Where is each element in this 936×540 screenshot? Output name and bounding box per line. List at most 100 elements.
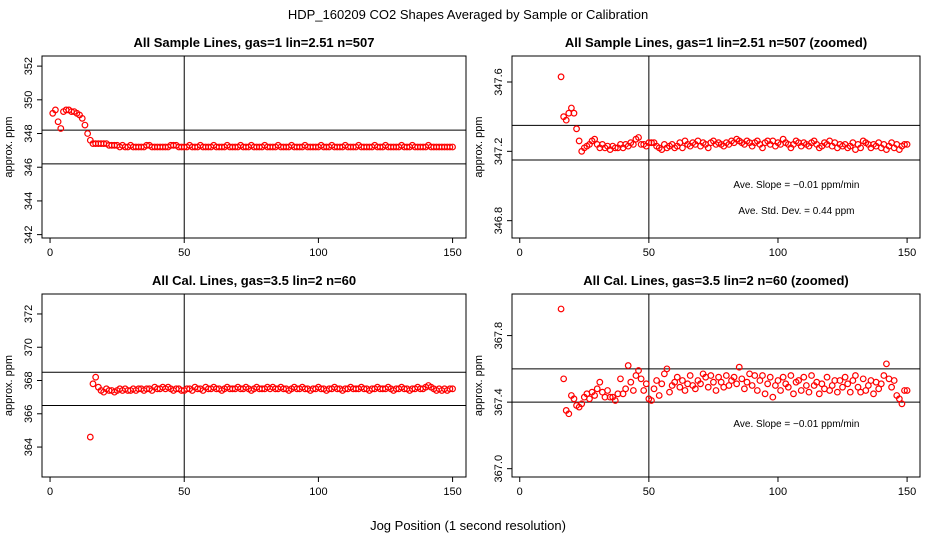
- data-point: [586, 395, 593, 403]
- data-point: [624, 362, 632, 369]
- data-point: [629, 387, 637, 394]
- data-point: [578, 400, 586, 408]
- data-point: [446, 385, 454, 393]
- data-point: [84, 130, 92, 137]
- data-point: [883, 360, 890, 368]
- data-point: [707, 372, 715, 379]
- data-point: [797, 387, 805, 394]
- data-point: [562, 116, 570, 124]
- data-point: [593, 385, 601, 393]
- data-point: [697, 380, 704, 388]
- y-tick-label: 352: [23, 57, 35, 75]
- data-point: [557, 305, 565, 313]
- data-point: [704, 383, 712, 391]
- panel-title: All Sample Lines, gas=1 lin=2.51 n=507: [134, 35, 375, 50]
- data-point: [617, 375, 624, 383]
- data-point: [852, 372, 859, 379]
- data-point: [92, 373, 100, 381]
- x-tick-label: 150: [898, 486, 916, 498]
- data-point: [81, 121, 89, 129]
- data-point: [751, 372, 759, 379]
- data-point: [901, 140, 908, 148]
- panel-4: All Cal. Lines, gas=3.5 lin=2 n=60 (zoom…: [473, 273, 921, 498]
- figure-title: HDP_160209 CO2 Shapes Averaged by Sample…: [288, 7, 648, 22]
- data-point: [679, 144, 686, 152]
- data-point: [627, 378, 635, 386]
- y-axis-label: approx. ppm: [473, 355, 485, 416]
- x-tick-label: 100: [309, 486, 327, 498]
- data-point: [784, 383, 792, 391]
- data-point: [774, 377, 782, 384]
- data-point: [808, 372, 815, 379]
- panel-2: All Sample Lines, gas=1 lin=2.51 n=507 (…: [473, 35, 921, 259]
- data-point: [89, 380, 97, 388]
- data-point: [650, 385, 658, 393]
- y-tick-label: 367.4: [493, 388, 505, 416]
- data-point: [604, 387, 611, 394]
- data-point: [753, 387, 761, 394]
- data-point: [722, 372, 730, 379]
- data-point: [591, 392, 599, 399]
- data-point: [681, 387, 689, 394]
- y-axis-label: approx. ppm: [3, 355, 15, 416]
- x-tick-label: 0: [47, 247, 53, 259]
- data-point: [795, 377, 803, 384]
- data-point: [673, 373, 681, 381]
- data-point: [570, 395, 578, 403]
- data-point: [611, 397, 619, 404]
- panel-3: All Cal. Lines, gas=3.5 lin=2 n=60 0 50 100…: [3, 273, 467, 498]
- data-point: [833, 388, 841, 396]
- plot-frame: [41, 293, 467, 478]
- data-point: [679, 377, 686, 384]
- panel-title: All Cal. Lines, gas=3.5 lin=2 n=60: [152, 273, 356, 288]
- data-point: [635, 367, 642, 374]
- data-point: [779, 373, 787, 381]
- data-point: [888, 383, 895, 391]
- x-tick-label: 150: [898, 247, 916, 259]
- data-point: [766, 373, 774, 381]
- data-point: [800, 373, 808, 381]
- data-point: [635, 134, 642, 141]
- data-point: [823, 373, 831, 381]
- data-point: [710, 378, 717, 386]
- data-point: [596, 378, 604, 386]
- plot-frame: [511, 55, 921, 239]
- data-point: [640, 387, 648, 394]
- data-point: [903, 140, 911, 148]
- y-tick-label: 367.8: [493, 322, 505, 350]
- y-tick-label: 348: [23, 124, 35, 142]
- data-point: [761, 390, 769, 398]
- data-point: [841, 373, 849, 381]
- data-point: [901, 387, 908, 394]
- data-point: [735, 363, 743, 371]
- data-point: [846, 388, 854, 396]
- data-point: [769, 393, 777, 401]
- y-tick-label: 370: [23, 338, 35, 356]
- data-point: [759, 144, 766, 152]
- data-point: [676, 383, 684, 391]
- panel-title: All Sample Lines, gas=1 lin=2.51 n=507 (…: [565, 35, 867, 50]
- data-point: [839, 383, 846, 391]
- data-point: [86, 433, 94, 441]
- data-point: [653, 377, 661, 384]
- x-tick-label: 50: [178, 247, 190, 259]
- x-tick-label: 150: [443, 247, 461, 259]
- data-point: [642, 380, 650, 388]
- data-point: [815, 390, 823, 398]
- data-point: [898, 400, 906, 408]
- panels: All Sample Lines, gas=1 lin=2.51 n=507 0 5…: [3, 35, 921, 498]
- y-tick-label: 364: [23, 438, 35, 456]
- data-point: [844, 380, 852, 388]
- plot-frame: [41, 55, 467, 239]
- data-point: [748, 382, 756, 389]
- annotation-text: Ave. Slope = −0.01 ppm/min: [733, 419, 859, 430]
- data-point: [611, 144, 619, 152]
- y-tick-label: 342: [23, 225, 35, 243]
- data-point: [743, 378, 751, 386]
- data-point: [903, 387, 911, 394]
- annotation-text: Ave. Std. Dev. = 0.44 ppm: [738, 206, 854, 217]
- data-point: [666, 388, 673, 396]
- data-point: [880, 372, 888, 379]
- plot-frame: [511, 293, 921, 478]
- data-point: [606, 393, 614, 401]
